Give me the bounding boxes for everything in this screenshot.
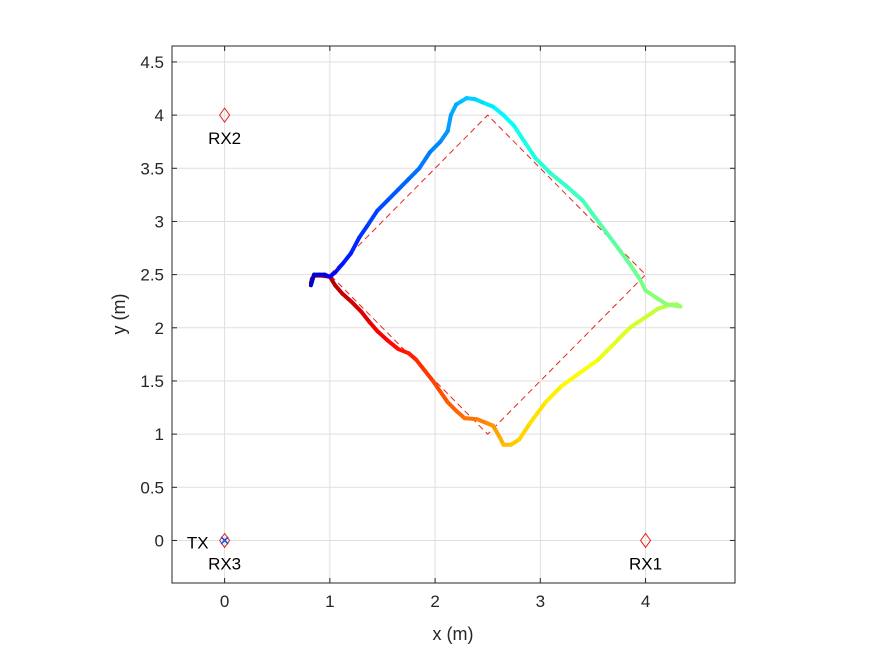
trajectory-segment bbox=[543, 384, 564, 405]
x-tick-label: 1 bbox=[325, 592, 334, 611]
trajectory-segment bbox=[490, 104, 506, 118]
receiver-markers-layer: RX1 RX2 RX3 TX bbox=[187, 107, 662, 573]
trajectory-segment bbox=[385, 338, 401, 352]
trajectory-segment bbox=[438, 129, 450, 144]
tx-marker-stroke bbox=[220, 536, 229, 545]
x-tick-label: 2 bbox=[430, 592, 439, 611]
y-tick-label: 4 bbox=[155, 106, 164, 125]
trajectory-segment bbox=[406, 166, 422, 181]
trajectory-segment bbox=[501, 113, 517, 128]
trajectory-segment bbox=[548, 171, 569, 189]
trajectory-segment bbox=[527, 400, 548, 426]
tx-label: TX bbox=[187, 533, 209, 552]
y-tick-label: 0 bbox=[155, 531, 164, 550]
trajectory-segment bbox=[517, 421, 532, 442]
rx2-marker bbox=[219, 107, 231, 123]
x-axis-title: x (m) bbox=[433, 624, 474, 644]
trajectory-segment bbox=[596, 341, 616, 362]
y-tick-label: 2.5 bbox=[140, 266, 164, 285]
axis-ticks-layer: 0 1 2 3 4 0 0.5 1 1.5 2 2.5 3 3.5 4 4.5 bbox=[140, 46, 735, 611]
grid-lines bbox=[172, 46, 735, 583]
y-tick-label: 1 bbox=[155, 425, 164, 444]
trajectory-segment bbox=[533, 155, 553, 176]
trajectory-segment bbox=[375, 328, 390, 343]
trajectory-segment bbox=[430, 378, 443, 394]
trajectory-segment bbox=[559, 370, 583, 389]
trajectory-segment bbox=[522, 139, 538, 160]
trajectory-segment bbox=[422, 368, 435, 383]
x-tick-label: 4 bbox=[641, 592, 650, 611]
rx2-label: RX2 bbox=[208, 129, 241, 148]
y-tick-label: 4.5 bbox=[140, 53, 164, 72]
x-tick-label: 0 bbox=[220, 592, 229, 611]
trajectory-segment bbox=[462, 416, 480, 422]
trajectory-segment bbox=[340, 251, 353, 266]
trajectory-layer bbox=[308, 96, 683, 447]
trajectory-segment bbox=[564, 184, 585, 203]
trajectory-segment bbox=[580, 198, 601, 224]
trajectory-segment bbox=[578, 357, 601, 375]
trajectory-segment bbox=[664, 302, 683, 309]
trajectory-segment bbox=[512, 123, 527, 144]
trajectory-segment bbox=[348, 235, 362, 256]
y-tick-label: 0.5 bbox=[140, 478, 164, 497]
trajectory-segment bbox=[611, 240, 632, 266]
plot-area-background bbox=[172, 46, 735, 583]
y-tick-label: 2 bbox=[155, 319, 164, 338]
trajectory-segment bbox=[643, 288, 669, 307]
trajectory-segment bbox=[375, 198, 390, 213]
y-tick-label: 1.5 bbox=[140, 372, 164, 391]
y-tick-label: 3 bbox=[155, 212, 164, 231]
trajectory-segment bbox=[438, 389, 450, 405]
rx1-marker bbox=[639, 532, 652, 549]
trajectory-segment bbox=[357, 224, 369, 240]
trajectory-segment bbox=[417, 150, 432, 171]
trajectory-segment bbox=[611, 325, 632, 346]
trajectory-segment bbox=[427, 139, 443, 155]
rx1-label: RX1 bbox=[629, 554, 662, 573]
trajectory-segment bbox=[359, 309, 372, 325]
trajectory-segment bbox=[627, 261, 643, 282]
trajectory-segment bbox=[627, 315, 648, 330]
y-axis-title: y (m) bbox=[109, 294, 129, 335]
axes-box bbox=[171, 45, 736, 584]
trajectory-segment bbox=[308, 272, 317, 288]
x-tick-label: 3 bbox=[536, 592, 545, 611]
trajectory-segment bbox=[445, 113, 453, 134]
trajectory-segment bbox=[396, 176, 411, 192]
trajectory-segment bbox=[364, 208, 380, 229]
trajectory-segment bbox=[348, 299, 364, 314]
trajectory-segment bbox=[414, 357, 427, 373]
trajectory-segment bbox=[385, 187, 401, 203]
rx3-label: RX3 bbox=[208, 554, 241, 573]
trajectory-segment bbox=[596, 219, 616, 245]
y-tick-label: 3.5 bbox=[140, 159, 164, 178]
trajectory-segment bbox=[643, 306, 661, 320]
